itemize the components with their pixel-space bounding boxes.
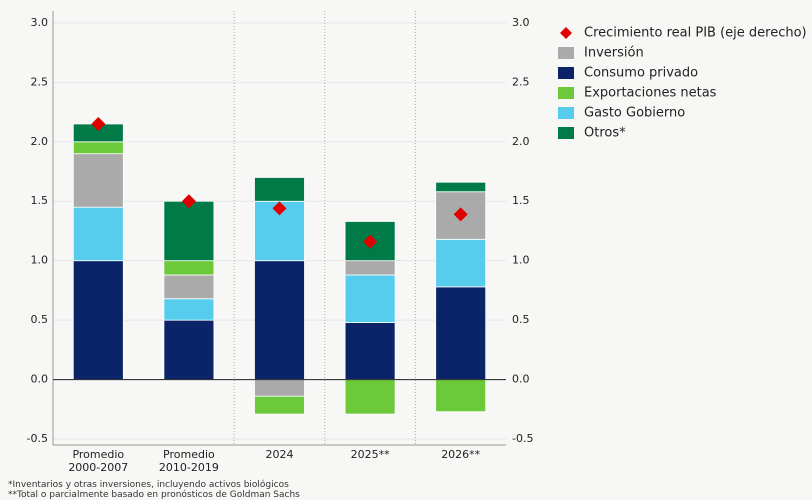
y-tick-label: 3.0 (31, 16, 49, 29)
y2-tick-label: 1.5 (512, 194, 530, 207)
bar-segment (344, 379, 396, 415)
bar-segment (72, 153, 124, 208)
bar-segment (435, 286, 487, 381)
bar-segment (254, 395, 305, 415)
bar-segment (254, 379, 305, 397)
gdp-marker (272, 201, 287, 216)
y2-tick-label: 0.0 (512, 373, 530, 386)
legend-swatch (558, 127, 574, 139)
bar-segment (163, 298, 215, 321)
y2-tick-label: 1.0 (512, 254, 530, 267)
legend-label: Consumo privado (584, 66, 698, 81)
bar-segment (72, 260, 124, 381)
bar-segment (344, 322, 396, 381)
x-tick-label: 2024 (265, 448, 294, 461)
y-tick-label: -0.5 (27, 432, 48, 445)
y2-tick-label: 3.0 (512, 16, 530, 29)
x-tick-label: 2026** (441, 448, 481, 461)
bar-segment (72, 206, 124, 262)
bar-segment (435, 181, 487, 193)
gdp-marker (363, 234, 378, 249)
bar-segment (344, 274, 396, 323)
gdp-marker (453, 207, 468, 222)
bar-segment (254, 260, 305, 381)
footnote: **Total o parcialmente basado en pronóst… (8, 490, 300, 500)
gdp-marker (181, 194, 196, 209)
x-tick-label: Promedio 2000-2007 (68, 448, 129, 474)
x-tick-label: Promedio 2010-2019 (158, 448, 219, 474)
bar-segment (435, 238, 487, 288)
legend-label: Inversión (584, 46, 644, 61)
legend-label: Gasto Gobierno (584, 106, 685, 121)
y2-tick-label: -0.5 (512, 432, 533, 445)
y-tick-label: 1.0 (31, 254, 49, 267)
footnote: *Inventarios y otras inversiones, incluy… (8, 480, 289, 490)
y2-tick-label: 0.5 (512, 313, 530, 326)
bar-segment (163, 274, 215, 300)
bar-segment (344, 260, 396, 276)
legend-swatch (558, 67, 574, 79)
y2-tick-label: 2.0 (512, 135, 530, 148)
y-tick-label: 1.5 (31, 194, 49, 207)
y-tick-label: 0.0 (31, 373, 49, 386)
y-tick-label: 2.5 (31, 75, 49, 88)
legend-swatch (558, 47, 574, 59)
y-tick-label: 0.5 (31, 313, 49, 326)
legend-label: Exportaciones netas (584, 86, 717, 101)
bar-segment (163, 319, 215, 381)
y2-tick-label: 2.5 (512, 75, 530, 88)
legend-marker (560, 27, 572, 39)
legend-swatch (558, 107, 574, 119)
bar-segment (163, 200, 215, 262)
legend-swatch (558, 87, 574, 99)
bar-segment (163, 260, 215, 276)
legend-label: Crecimiento real PIB (eje derecho) (584, 26, 807, 41)
legend-label: Otros* (584, 126, 626, 141)
x-tick-label: 2025** (350, 448, 390, 461)
y-tick-label: 2.0 (31, 135, 49, 148)
bar-segment (254, 177, 305, 202)
bar-segment (72, 141, 124, 155)
gdp-marker (91, 116, 106, 131)
bar-segment (435, 379, 487, 413)
